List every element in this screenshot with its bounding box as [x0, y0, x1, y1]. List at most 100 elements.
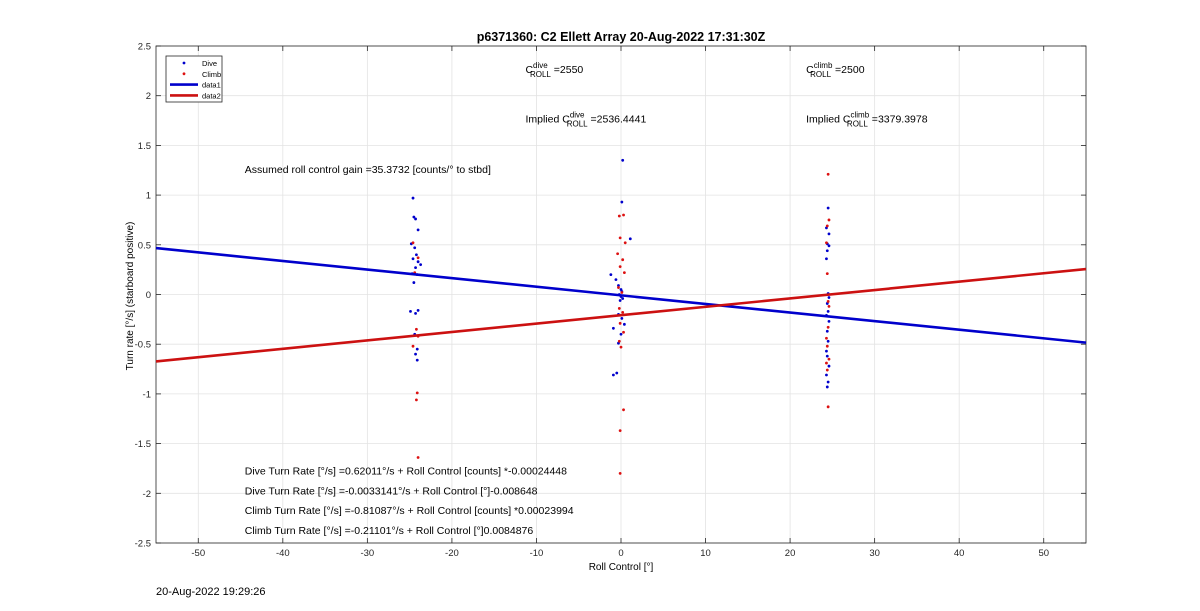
annotation-implied-climb: Implied Cclimb ROLL =3379.3978 — [806, 111, 928, 129]
legend-item-Dive: Dive — [182, 59, 217, 68]
fit-line-data2 — [155, 267, 1087, 363]
data-point-climb — [617, 214, 621, 218]
data-point-dive — [827, 364, 831, 368]
data-point-dive — [416, 309, 420, 312]
data-point-climb — [827, 218, 831, 222]
y-tick-label: -2 — [143, 489, 151, 500]
data-point-dive — [827, 319, 831, 323]
series-data1 — [155, 246, 1087, 344]
data-point-climb — [825, 224, 829, 228]
ticks: -50 -40 -30 -20 -10 0 10 20 30 40 50-2.5-2-1.5-1-0… — [135, 42, 1086, 559]
chart-title: p6371360: C2 Ellett Array 20-Aug-2022 17… — [477, 30, 766, 44]
data-point-dive — [414, 266, 417, 270]
data-point-dive — [415, 253, 418, 257]
data-point-dive — [826, 206, 830, 210]
data-point-dive — [416, 260, 420, 264]
series-layer — [155, 158, 1087, 475]
data-point-dive — [409, 309, 412, 313]
data-point-dive — [622, 322, 626, 326]
annotation-sup: dive — [533, 61, 548, 70]
annotation-base: C — [525, 64, 533, 76]
data-point-dive — [826, 380, 830, 384]
x-tick-label: 10 — [700, 548, 711, 559]
x-tick-label: 50 — [1038, 548, 1049, 559]
data-point-dive — [825, 329, 829, 333]
annotation-gain: Assumed roll control gain =35.3732 [coun… — [245, 164, 491, 176]
data-point-climb — [617, 339, 621, 343]
annotation-prefix: Implied — [806, 114, 843, 126]
annotation-value: =2500 — [832, 64, 865, 76]
data-point-climb — [416, 256, 420, 260]
data-point-dive — [413, 246, 417, 250]
data-point-climb — [415, 398, 418, 402]
annotation-sub: ROLL — [567, 120, 588, 129]
legend-item-data2: data2 — [170, 91, 221, 100]
y-tick-label: -2.5 — [135, 539, 151, 550]
data-point-climb — [619, 345, 623, 349]
data-point-dive — [414, 311, 417, 315]
data-point-climb — [618, 429, 622, 433]
data-point-climb — [415, 391, 419, 395]
y-tick-label: 1.5 — [138, 141, 151, 152]
data-point-climb — [618, 321, 622, 325]
y-tick-label: 2 — [146, 91, 151, 102]
annotation-prefix: Implied — [525, 114, 562, 126]
x-tick-label: -30 — [360, 548, 374, 559]
annotation-sub: ROLL — [810, 70, 831, 79]
annotation-value: =2536.4441 — [588, 114, 647, 126]
data-point-climb — [622, 213, 625, 217]
fit-line-data1 — [155, 246, 1087, 344]
data-point-climb — [620, 291, 624, 294]
series-data2 — [155, 267, 1087, 363]
legend-swatch — [182, 72, 186, 76]
annotation-sup: climb — [814, 61, 833, 70]
data-point-climb — [825, 368, 829, 372]
data-point-dive — [611, 326, 615, 330]
legend-item-Climb: Climb — [182, 70, 221, 79]
data-point-climb — [826, 405, 830, 409]
x-tick-label: -10 — [530, 548, 544, 559]
x-tick-label: 20 — [785, 548, 796, 559]
y-tick-label: 0 — [146, 290, 151, 301]
data-point-climb — [617, 307, 621, 310]
data-point-climb — [827, 357, 831, 361]
data-point-dive — [415, 347, 419, 351]
data-point-climb — [411, 241, 415, 245]
data-point-dive — [415, 358, 419, 362]
data-point-dive — [619, 332, 623, 336]
annotation-cclimb: Cclimb ROLL =2500 — [806, 61, 865, 79]
data-point-climb — [825, 344, 829, 348]
legend-label: data2 — [202, 91, 221, 100]
x-tick-label: 30 — [869, 548, 880, 559]
data-point-dive — [620, 316, 624, 320]
series-Climb — [411, 172, 831, 475]
data-point-climb — [411, 344, 415, 348]
data-point-climb — [621, 258, 625, 262]
y-axis-label: Turn rate [°/s] (starboard positive) — [125, 222, 136, 371]
y-tick-label: -1 — [143, 389, 151, 400]
data-point-dive — [628, 237, 632, 241]
data-point-dive — [611, 373, 615, 377]
data-point-dive — [621, 158, 625, 162]
annotation-sub: ROLL — [847, 120, 868, 129]
data-point-climb — [622, 330, 625, 334]
data-point-climb — [622, 271, 626, 275]
annotation-eq2: Dive Turn Rate [°/s] =-0.0033141°/s + Ro… — [245, 485, 538, 497]
data-point-dive — [412, 215, 416, 219]
data-point-dive — [416, 228, 420, 232]
data-point-dive — [621, 297, 625, 300]
data-point-climb — [618, 472, 622, 475]
data-point-climb — [827, 305, 831, 308]
data-point-dive — [615, 371, 619, 375]
data-point-dive — [827, 296, 831, 299]
legend-swatch — [182, 61, 186, 65]
data-point-dive — [825, 249, 829, 253]
data-point-dive — [411, 196, 415, 200]
annotation-eq1: Dive Turn Rate [°/s] =0.62011°/s + Roll … — [245, 465, 567, 477]
data-point-climb — [622, 408, 625, 412]
annotation-eq4: Climb Turn Rate [°/s] =-0.21101°/s + Rol… — [245, 525, 534, 537]
x-tick-label: 40 — [954, 548, 965, 559]
data-point-dive — [826, 339, 830, 343]
